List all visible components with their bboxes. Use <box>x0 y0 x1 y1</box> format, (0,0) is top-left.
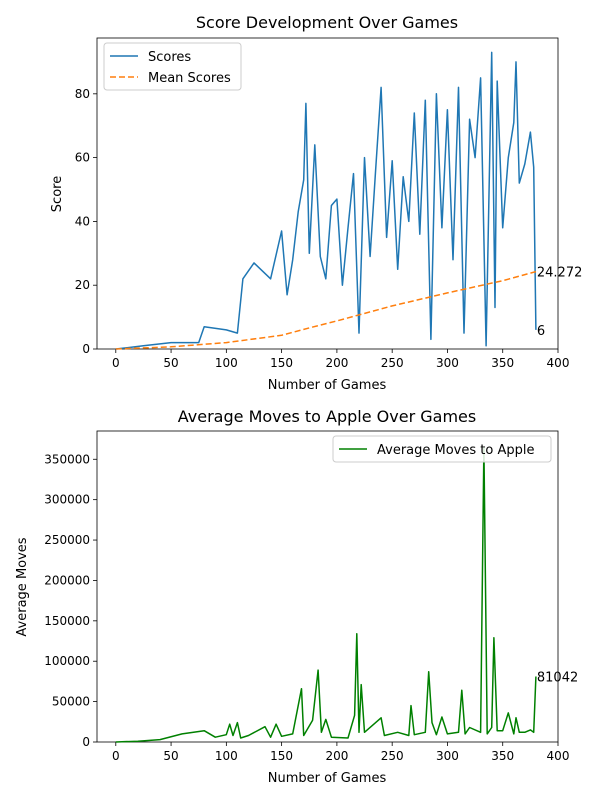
x-tick-label: 0 <box>112 356 120 370</box>
x-axis-label: Number of Games <box>268 771 387 786</box>
x-tick-label: 150 <box>270 749 293 763</box>
legend-box <box>103 42 242 91</box>
x-tick-label: 250 <box>381 749 404 763</box>
x-tick-label: 250 <box>381 356 404 370</box>
legend: Average Moves to Apple <box>332 435 552 463</box>
x-tick-label: 50 <box>163 356 178 370</box>
y-tick-label: 50000 <box>52 695 90 709</box>
y-axis-label: Score <box>50 176 65 212</box>
y-tick-label: 100000 <box>44 654 90 668</box>
end-labels: 81042 <box>537 671 578 686</box>
end-value-label: 81042 <box>537 671 578 686</box>
x-tick-label: 350 <box>491 749 514 763</box>
series-line-average-moves-to-apple <box>115 446 537 743</box>
x-tick-label: 300 <box>436 356 459 370</box>
end-value-label: 6 <box>537 324 545 339</box>
end-value-label: 24.272 <box>537 266 583 281</box>
y-tick-label: 350000 <box>44 452 90 466</box>
y-tick-label: 0 <box>82 342 90 356</box>
y-tick-label: 300000 <box>44 493 90 507</box>
y-tick-label: 40 <box>75 214 90 228</box>
legend-label-average-moves: Average Moves to Apple <box>377 443 534 458</box>
x-tick-label: 100 <box>215 356 238 370</box>
y-tick-label: 250000 <box>44 533 90 547</box>
x-tick-label: 200 <box>325 749 348 763</box>
x-axis-label: Number of Games <box>268 378 387 393</box>
end-labels: 6 24.272 <box>537 266 583 339</box>
x-tick-label: 150 <box>270 356 293 370</box>
x-tick-label: 50 <box>163 749 178 763</box>
legend: Scores Mean Scores <box>103 42 242 91</box>
y-tick-label: 60 <box>75 151 90 165</box>
legend-box <box>332 435 552 463</box>
moves-chart: Average Moves to Apple Over Games 0 50 100… <box>15 407 578 786</box>
x-tick-label: 0 <box>112 749 120 763</box>
score-chart: Score Development Over Games 0 50 100 150 20… <box>50 13 582 393</box>
series-lines <box>115 51 537 350</box>
legend-label-scores: Scores <box>148 50 191 65</box>
x-tick-label: 300 <box>436 749 459 763</box>
series-line-scores <box>115 51 537 350</box>
series-line-mean-scores <box>115 270 537 350</box>
y-tick-label: 20 <box>75 278 90 292</box>
chart-title: Score Development Over Games <box>196 13 458 32</box>
y-tick-label: 200000 <box>44 573 90 587</box>
series-lines <box>115 446 537 743</box>
y-tick-label: 150000 <box>44 614 90 628</box>
x-tick-label: 350 <box>491 356 514 370</box>
legend-label-mean-scores: Mean Scores <box>148 71 231 86</box>
axis-ticks: 0 50 100 150 200 250 300 350 400 0 20 40 60 80 <box>75 87 570 370</box>
x-tick-label: 400 <box>547 356 570 370</box>
chart-title: Average Moves to Apple Over Games <box>178 407 476 426</box>
x-tick-label: 400 <box>547 749 570 763</box>
y-axis-label: Average Moves <box>15 537 30 636</box>
plot-area-frame <box>96 430 559 743</box>
x-tick-label: 100 <box>215 749 238 763</box>
plot-area-frame <box>96 37 559 350</box>
x-tick-label: 200 <box>325 356 348 370</box>
y-tick-label: 80 <box>75 87 90 101</box>
y-tick-label: 0 <box>82 735 90 749</box>
axis-ticks: 0 50 100 150 200 250 300 350 400 0 50000 100000 1500… <box>44 452 569 763</box>
